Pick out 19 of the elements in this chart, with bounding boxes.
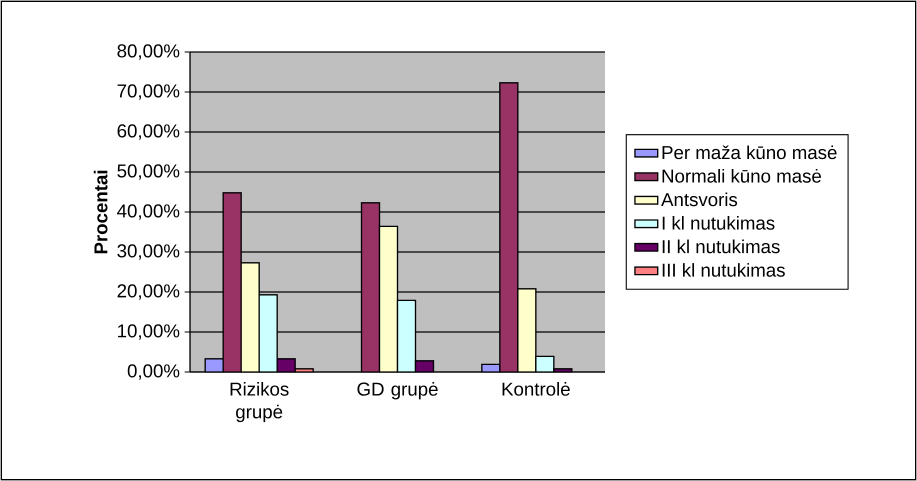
y-tick-label: 80,00%: [117, 44, 180, 60]
x-tick-label: GD grupė: [357, 382, 438, 400]
legend-label: II kl nutukimas: [662, 240, 780, 254]
y-tick-label: 0,00%: [128, 364, 180, 380]
y-tick-label: 30,00%: [117, 244, 180, 260]
y-tick-label: 60,00%: [118, 124, 180, 140]
x-tick-label: Rizikos grupė: [230, 382, 289, 422]
y-tick-label: 50,00%: [117, 164, 180, 180]
y-tick-label: 70,00%: [118, 84, 180, 100]
y-tick-label: 40,00%: [117, 204, 180, 220]
legend-label: Normali kūno masė: [662, 168, 821, 183]
y-tick-label: 20,00%: [118, 284, 180, 300]
legend-label: Antsvoris: [661, 192, 738, 206]
legend-label: Per maža kūno masė: [662, 145, 837, 160]
legend-label: I kl nutukimas: [662, 216, 774, 230]
y-tick-label: 10,00%: [118, 324, 180, 340]
legend-label: III kl nutukimas: [662, 263, 785, 277]
y-axis-title: Procentai: [94, 170, 108, 254]
x-tick-label: Kontrolė: [502, 382, 570, 396]
